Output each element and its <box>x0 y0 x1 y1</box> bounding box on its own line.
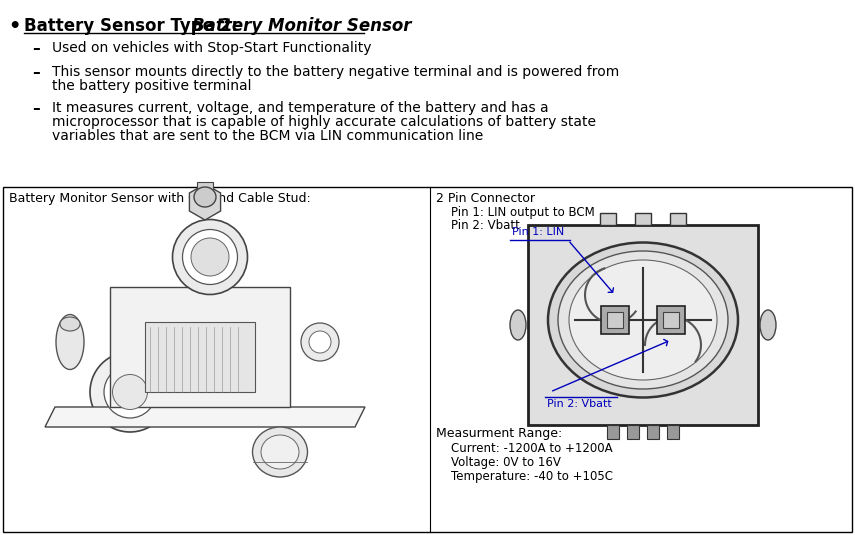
Ellipse shape <box>56 315 84 370</box>
Text: Used on vehicles with Stop-Start Functionality: Used on vehicles with Stop-Start Functio… <box>52 41 372 55</box>
Ellipse shape <box>60 317 80 331</box>
Ellipse shape <box>90 352 170 432</box>
Ellipse shape <box>191 238 229 276</box>
Bar <box>607 425 619 439</box>
Text: Battery Sensor Type 2:: Battery Sensor Type 2: <box>24 17 244 35</box>
Bar <box>3 187 852 532</box>
Ellipse shape <box>558 251 728 389</box>
Ellipse shape <box>760 310 776 340</box>
Ellipse shape <box>569 260 717 380</box>
Bar <box>657 306 685 334</box>
Ellipse shape <box>548 242 738 398</box>
Polygon shape <box>190 184 221 220</box>
Ellipse shape <box>261 435 299 469</box>
Bar <box>110 287 290 407</box>
Ellipse shape <box>182 230 238 285</box>
Ellipse shape <box>252 427 308 477</box>
Text: It measures current, voltage, and temperature of the battery and has a: It measures current, voltage, and temper… <box>52 101 549 115</box>
Ellipse shape <box>104 366 156 418</box>
Text: Battery Monitor Sensor: Battery Monitor Sensor <box>192 17 411 35</box>
Text: Pin 1: LIN: Pin 1: LIN <box>512 227 564 237</box>
Text: This sensor mounts directly to the battery negative terminal and is powered from: This sensor mounts directly to the batte… <box>52 65 619 79</box>
Text: •: • <box>8 17 21 36</box>
Ellipse shape <box>301 323 339 361</box>
Ellipse shape <box>510 310 526 340</box>
Text: Pin 1: LIN output to BCM: Pin 1: LIN output to BCM <box>436 206 595 219</box>
Bar <box>607 312 623 328</box>
Ellipse shape <box>194 187 216 207</box>
Bar <box>635 213 651 225</box>
Bar <box>197 182 213 197</box>
Text: Voltage: 0V to 16V: Voltage: 0V to 16V <box>436 456 561 469</box>
Bar <box>627 425 639 439</box>
Bar <box>528 225 758 425</box>
Ellipse shape <box>309 331 331 353</box>
Text: Current: -1200A to +1200A: Current: -1200A to +1200A <box>436 442 613 455</box>
Bar <box>670 213 686 225</box>
Bar <box>600 213 616 225</box>
Text: Measurment Range:: Measurment Range: <box>436 427 563 440</box>
Text: Battery Monitor Sensor with Ground Cable Stud:: Battery Monitor Sensor with Ground Cable… <box>9 192 310 205</box>
Bar <box>601 306 629 334</box>
Ellipse shape <box>173 219 247 294</box>
Polygon shape <box>45 407 365 427</box>
Text: Pin 2: Vbatt: Pin 2: Vbatt <box>547 399 611 409</box>
Text: 2 Pin Connector: 2 Pin Connector <box>436 192 535 205</box>
Text: the battery positive terminal: the battery positive terminal <box>52 79 251 93</box>
Text: Pin 2: Vbatt: Pin 2: Vbatt <box>436 219 520 232</box>
Ellipse shape <box>113 374 148 409</box>
Text: variables that are sent to the BCM via LIN communication line: variables that are sent to the BCM via L… <box>52 129 483 143</box>
Bar <box>145 322 255 392</box>
Bar <box>647 425 659 439</box>
Text: Temperature: -40 to +105C: Temperature: -40 to +105C <box>436 470 613 483</box>
Bar <box>663 312 679 328</box>
Text: –: – <box>32 41 39 56</box>
Text: –: – <box>32 101 39 116</box>
Text: –: – <box>32 65 39 80</box>
Text: microprocessor that is capable of highly accurate calculations of battery state: microprocessor that is capable of highly… <box>52 115 596 129</box>
Bar <box>667 425 679 439</box>
